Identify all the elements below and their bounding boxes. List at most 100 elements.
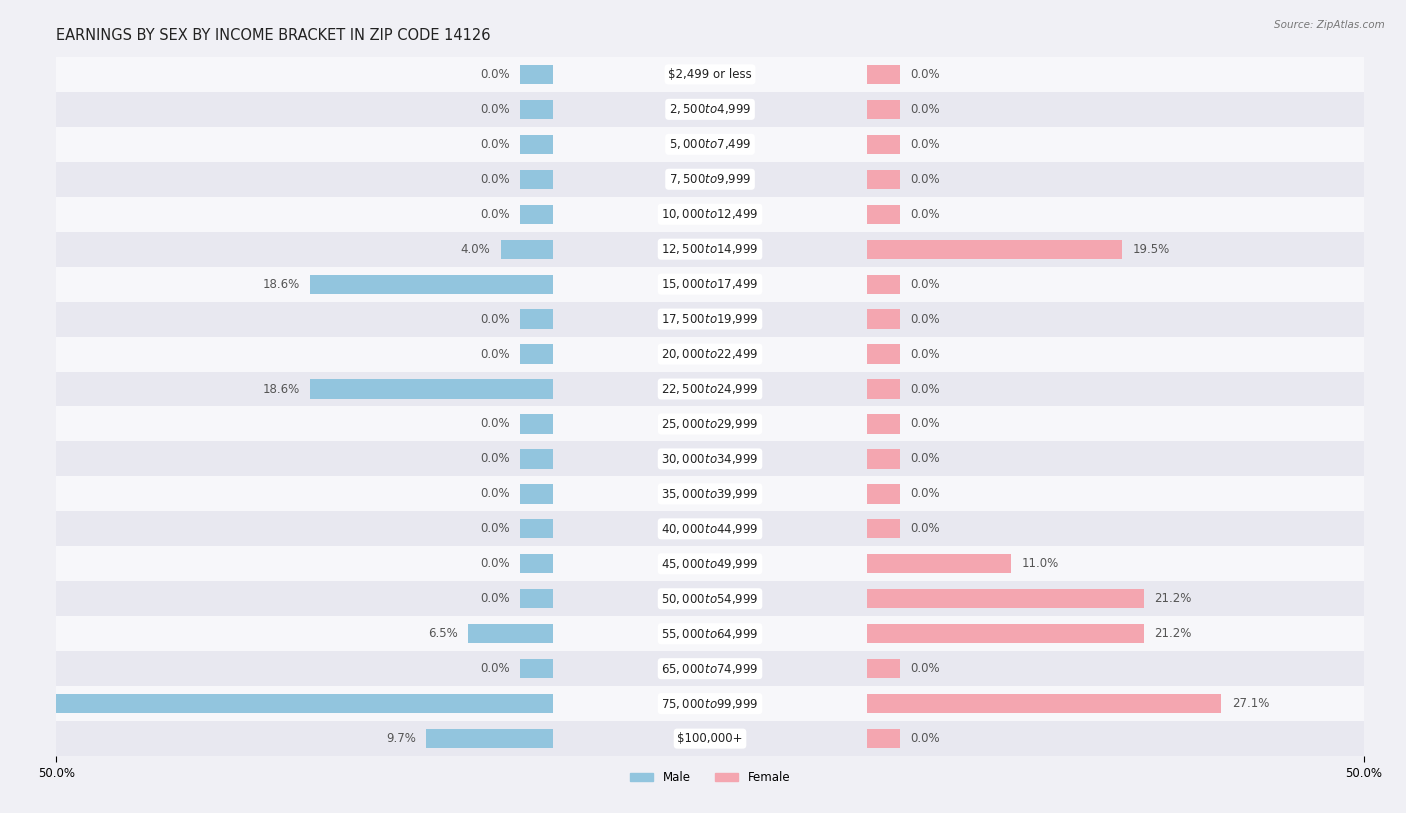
Text: 18.6%: 18.6%	[262, 383, 299, 395]
Text: $12,500 to $14,999: $12,500 to $14,999	[661, 242, 759, 256]
Bar	[868, 170, 900, 189]
Bar	[56, 581, 1364, 616]
Text: 21.2%: 21.2%	[1154, 593, 1192, 605]
Bar	[868, 380, 900, 398]
Bar	[56, 127, 1364, 162]
Text: 0.0%: 0.0%	[481, 138, 510, 150]
Text: 0.0%: 0.0%	[910, 348, 939, 360]
Text: $2,500 to $4,999: $2,500 to $4,999	[669, 102, 751, 116]
Text: $100,000+: $100,000+	[678, 733, 742, 745]
Text: 18.6%: 18.6%	[262, 278, 299, 290]
Text: 0.0%: 0.0%	[481, 593, 510, 605]
Bar	[520, 205, 553, 224]
Bar	[56, 267, 1364, 302]
Bar	[56, 162, 1364, 197]
Text: Source: ZipAtlas.com: Source: ZipAtlas.com	[1274, 20, 1385, 30]
Text: $75,000 to $99,999: $75,000 to $99,999	[661, 697, 759, 711]
Text: $15,000 to $17,499: $15,000 to $17,499	[661, 277, 759, 291]
Text: 0.0%: 0.0%	[910, 488, 939, 500]
Bar	[868, 65, 900, 84]
Text: 19.5%: 19.5%	[1132, 243, 1170, 255]
Bar	[56, 337, 1364, 372]
Bar	[520, 415, 553, 433]
Text: 0.0%: 0.0%	[910, 173, 939, 185]
Text: 0.0%: 0.0%	[481, 558, 510, 570]
Bar	[868, 240, 1122, 259]
Text: 0.0%: 0.0%	[481, 208, 510, 220]
Text: $2,499 or less: $2,499 or less	[668, 68, 752, 80]
Bar	[56, 406, 1364, 441]
Bar	[868, 275, 900, 293]
Text: 0.0%: 0.0%	[910, 68, 939, 80]
Bar	[868, 485, 900, 503]
Bar	[868, 624, 1144, 643]
Text: $17,500 to $19,999: $17,500 to $19,999	[661, 312, 759, 326]
Text: 0.0%: 0.0%	[481, 523, 510, 535]
Bar	[56, 92, 1364, 127]
Bar	[56, 372, 1364, 406]
Bar	[309, 275, 553, 293]
Bar	[520, 485, 553, 503]
Bar	[520, 659, 553, 678]
Bar	[56, 616, 1364, 651]
Text: 0.0%: 0.0%	[481, 348, 510, 360]
Text: $5,000 to $7,499: $5,000 to $7,499	[669, 137, 751, 151]
Text: $20,000 to $22,499: $20,000 to $22,499	[661, 347, 759, 361]
Text: $65,000 to $74,999: $65,000 to $74,999	[661, 662, 759, 676]
Bar	[56, 476, 1364, 511]
Bar	[56, 57, 1364, 92]
Bar	[868, 205, 900, 224]
Text: $45,000 to $49,999: $45,000 to $49,999	[661, 557, 759, 571]
Bar	[0, 694, 553, 713]
Text: 6.5%: 6.5%	[427, 628, 458, 640]
Text: 0.0%: 0.0%	[910, 663, 939, 675]
Text: 0.0%: 0.0%	[910, 208, 939, 220]
Bar	[56, 441, 1364, 476]
Text: $10,000 to $12,499: $10,000 to $12,499	[661, 207, 759, 221]
Text: EARNINGS BY SEX BY INCOME BRACKET IN ZIP CODE 14126: EARNINGS BY SEX BY INCOME BRACKET IN ZIP…	[56, 28, 491, 43]
Bar	[56, 651, 1364, 686]
Text: 0.0%: 0.0%	[481, 173, 510, 185]
Bar	[868, 659, 900, 678]
Text: 0.0%: 0.0%	[910, 278, 939, 290]
Text: $35,000 to $39,999: $35,000 to $39,999	[661, 487, 759, 501]
Text: 11.0%: 11.0%	[1021, 558, 1059, 570]
Text: 4.0%: 4.0%	[461, 243, 491, 255]
Text: 27.1%: 27.1%	[1232, 698, 1270, 710]
Text: 0.0%: 0.0%	[481, 313, 510, 325]
Text: $22,500 to $24,999: $22,500 to $24,999	[661, 382, 759, 396]
Text: 0.0%: 0.0%	[910, 313, 939, 325]
Bar	[520, 520, 553, 538]
Bar	[520, 554, 553, 573]
Bar	[868, 520, 900, 538]
Text: $7,500 to $9,999: $7,500 to $9,999	[669, 172, 751, 186]
Text: 0.0%: 0.0%	[910, 733, 939, 745]
Bar	[56, 686, 1364, 721]
Bar	[309, 380, 553, 398]
Bar	[56, 302, 1364, 337]
Text: 0.0%: 0.0%	[481, 453, 510, 465]
Text: 0.0%: 0.0%	[481, 103, 510, 115]
Bar	[520, 345, 553, 363]
Bar	[520, 310, 553, 328]
Text: 21.2%: 21.2%	[1154, 628, 1192, 640]
Text: 0.0%: 0.0%	[481, 418, 510, 430]
Text: 0.0%: 0.0%	[910, 418, 939, 430]
Bar	[868, 729, 900, 748]
Legend: Male, Female: Male, Female	[626, 766, 794, 789]
Bar	[56, 721, 1364, 756]
Text: 0.0%: 0.0%	[910, 523, 939, 535]
Bar	[56, 546, 1364, 581]
Text: 0.0%: 0.0%	[481, 68, 510, 80]
Bar	[520, 65, 553, 84]
Bar	[868, 694, 1222, 713]
Text: 0.0%: 0.0%	[481, 663, 510, 675]
Bar	[56, 232, 1364, 267]
Bar	[868, 310, 900, 328]
Text: 0.0%: 0.0%	[910, 138, 939, 150]
Text: $55,000 to $64,999: $55,000 to $64,999	[661, 627, 759, 641]
Text: 9.7%: 9.7%	[387, 733, 416, 745]
Bar	[868, 415, 900, 433]
Bar	[520, 589, 553, 608]
Bar	[520, 100, 553, 119]
